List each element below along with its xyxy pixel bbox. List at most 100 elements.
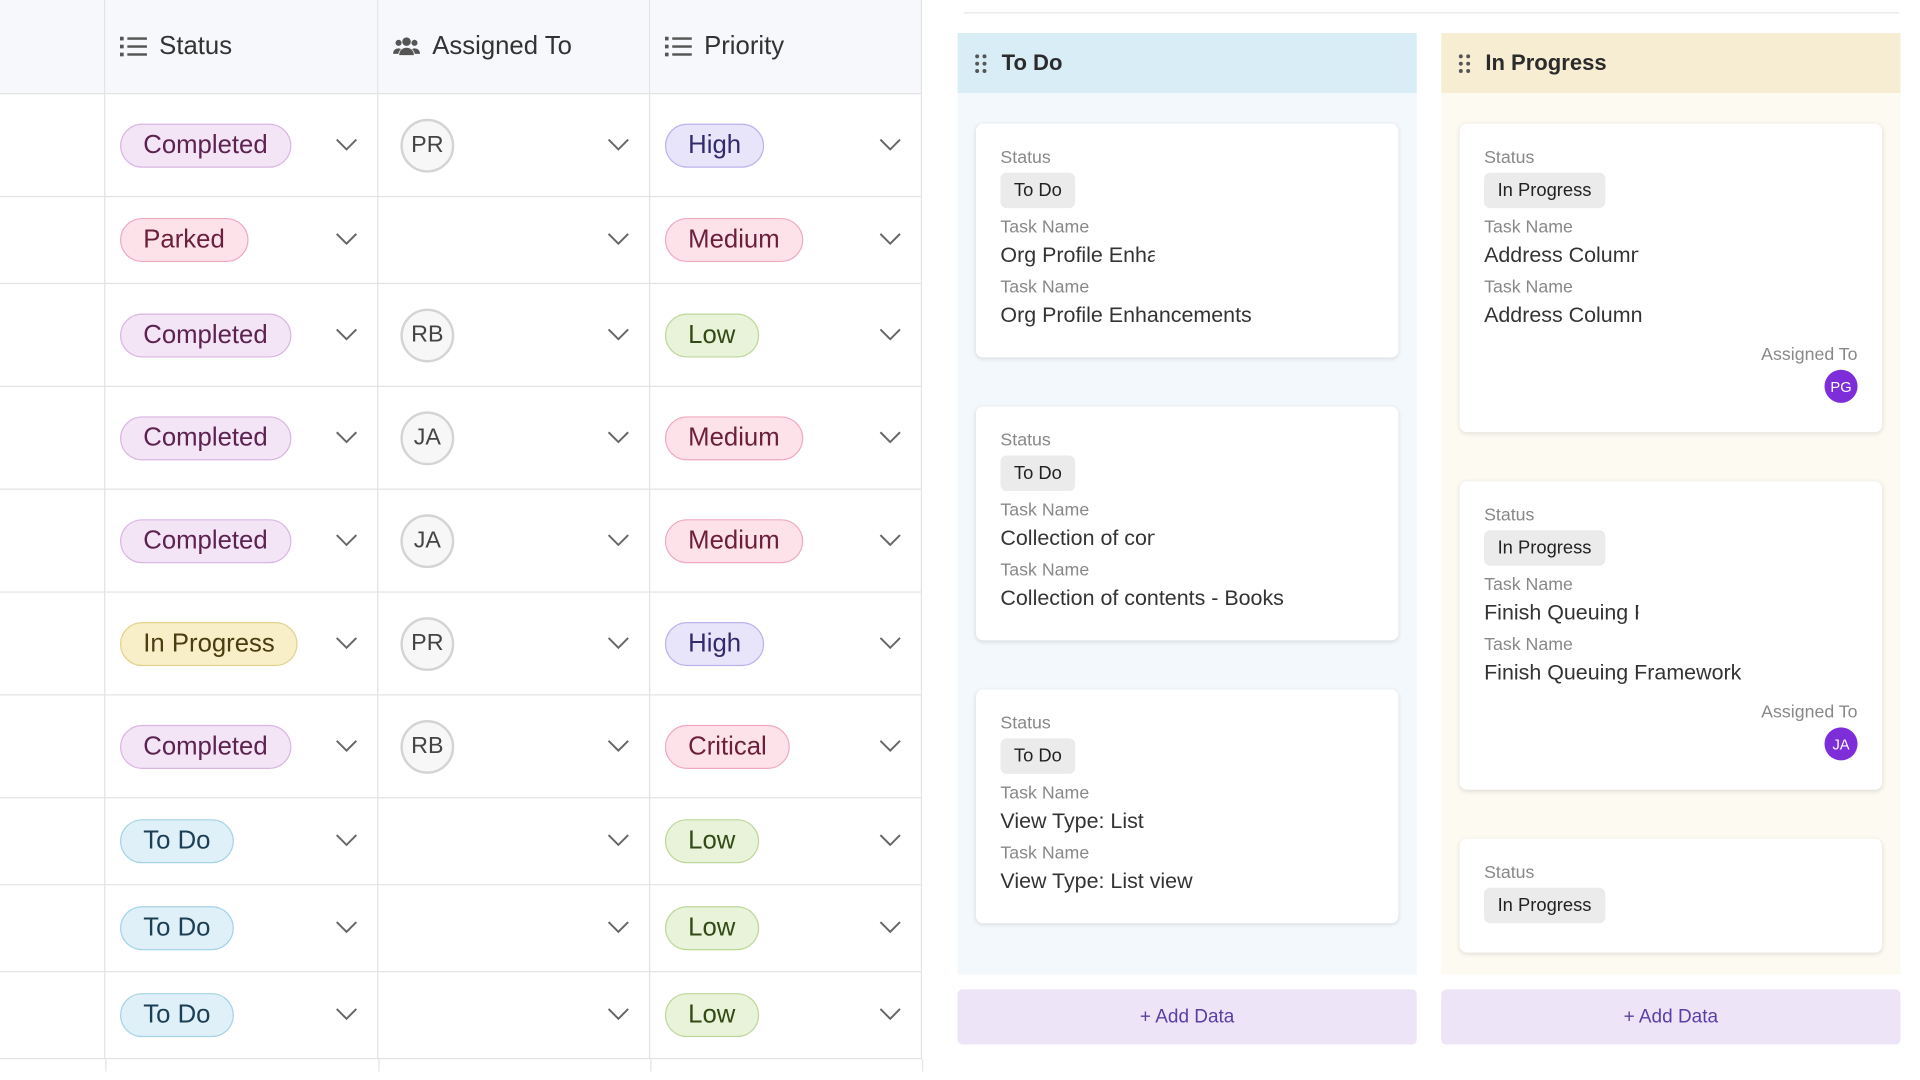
tag-pill: Completed bbox=[120, 123, 291, 168]
dropdown-chevron[interactable] bbox=[607, 134, 629, 156]
dropdown-chevron[interactable] bbox=[879, 917, 901, 939]
tag-pill: Medium bbox=[664, 518, 803, 563]
dropdown-chevron[interactable] bbox=[336, 735, 358, 757]
dropdown-chevron[interactable] bbox=[879, 830, 901, 852]
dropdown-chevron[interactable] bbox=[336, 134, 358, 156]
dropdown-chevron[interactable] bbox=[336, 324, 358, 346]
dropdown-chevron[interactable] bbox=[879, 1004, 901, 1026]
task-card[interactable]: Status In Progress bbox=[1459, 838, 1883, 953]
dropdown-chevron[interactable] bbox=[336, 1004, 358, 1026]
table-cell[interactable]: PR bbox=[378, 592, 651, 696]
dropdown-chevron[interactable] bbox=[879, 735, 901, 757]
dropdown-chevron[interactable] bbox=[336, 427, 358, 449]
table-cell bbox=[0, 972, 106, 1060]
field-value: View Type: List view bbox=[1000, 868, 1193, 893]
table-cell[interactable]: In Progress bbox=[105, 592, 379, 696]
table-cell[interactable]: Low bbox=[650, 972, 923, 1060]
table-cell[interactable]: Critical bbox=[650, 695, 923, 799]
dropdown-chevron[interactable] bbox=[879, 134, 901, 156]
table-cell[interactable]: To Do bbox=[105, 798, 379, 886]
field-value: Org Profile Enhancements bbox=[1000, 242, 1154, 267]
status-wrap: In Progress bbox=[1484, 883, 1857, 924]
table-cell bbox=[0, 798, 106, 886]
table-cell[interactable]: Medium bbox=[650, 489, 923, 593]
dropdown-chevron[interactable] bbox=[336, 229, 358, 251]
dropdown-chevron[interactable] bbox=[336, 632, 358, 654]
table-cell[interactable] bbox=[378, 798, 651, 886]
status-pill: To Do bbox=[1000, 455, 1076, 492]
table-cell[interactable]: High bbox=[650, 94, 923, 198]
table-cell[interactable]: To Do bbox=[105, 972, 379, 1060]
table-cell[interactable]: Medium bbox=[650, 197, 923, 285]
header-icon bbox=[393, 37, 421, 56]
avatar: PR bbox=[400, 118, 455, 173]
task-card[interactable]: Status To Do Task Name View Type: List Task … bbox=[975, 689, 1399, 924]
dropdown-chevron[interactable] bbox=[607, 735, 629, 757]
table-cell[interactable]: RB bbox=[378, 695, 651, 799]
table-cell[interactable]: JA bbox=[378, 489, 651, 593]
dropdown-chevron[interactable] bbox=[607, 917, 629, 939]
column-header: To Do bbox=[957, 33, 1417, 94]
assigned: Assigned To JA bbox=[1484, 703, 1858, 761]
dropdown-chevron[interactable] bbox=[607, 830, 629, 852]
table-cell[interactable] bbox=[378, 885, 651, 973]
dropdown-chevron[interactable] bbox=[336, 530, 358, 552]
dropdown-chevron[interactable] bbox=[879, 324, 901, 346]
dropdown-chevron[interactable] bbox=[879, 530, 901, 552]
task-card[interactable]: Status To Do Task Name Collection of conten… bbox=[975, 406, 1399, 641]
table-cell[interactable] bbox=[378, 972, 651, 1060]
column-title: To Do bbox=[1001, 50, 1063, 75]
column-header: Priority bbox=[650, 0, 923, 95]
table-cell[interactable]: Parked bbox=[105, 197, 379, 285]
table-cell[interactable]: Completed bbox=[105, 386, 379, 490]
table-cell[interactable]: Completed bbox=[105, 695, 379, 799]
field-label: Task Name bbox=[1484, 217, 1573, 238]
field-value: Address Column bbox=[1484, 302, 1643, 327]
table-cell[interactable] bbox=[378, 197, 651, 285]
dropdown-chevron[interactable] bbox=[879, 229, 901, 251]
dropdown-chevron[interactable] bbox=[336, 830, 358, 852]
table-cell[interactable]: Medium bbox=[650, 386, 923, 490]
tag-pill: Completed bbox=[120, 724, 291, 769]
column-header: Status bbox=[105, 0, 379, 95]
table-cell[interactable]: JA bbox=[378, 386, 651, 490]
dropdown-chevron[interactable] bbox=[607, 324, 629, 346]
add-data-button[interactable]: + Add Data bbox=[957, 989, 1417, 1045]
dropdown-chevron[interactable] bbox=[879, 632, 901, 654]
table-cell[interactable]: Completed bbox=[105, 489, 379, 593]
drag-handle[interactable] bbox=[975, 53, 987, 73]
drag-handle[interactable] bbox=[1458, 53, 1471, 73]
field-label: Status bbox=[1484, 148, 1535, 168]
field-label: Task Name bbox=[1000, 560, 1090, 581]
table-cell[interactable]: Low bbox=[650, 885, 923, 973]
dropdown-chevron[interactable] bbox=[607, 427, 629, 449]
task-card[interactable]: Status In Progress Task Name Finish Queuing… bbox=[1459, 481, 1883, 790]
table-cell bbox=[0, 489, 106, 593]
dropdown-chevron[interactable] bbox=[607, 1004, 629, 1026]
dropdown-chevron[interactable] bbox=[607, 530, 629, 552]
tag-pill: To Do bbox=[120, 906, 234, 951]
table-cell[interactable]: Completed bbox=[105, 94, 379, 198]
field-label: Task Name bbox=[1000, 217, 1090, 238]
dropdown-chevron[interactable] bbox=[336, 917, 358, 939]
table-cell[interactable]: High bbox=[650, 592, 923, 696]
task-card[interactable]: Status To Do Task Name Org Profile Enhancem… bbox=[975, 123, 1399, 358]
table-cell[interactable]: To Do bbox=[105, 885, 379, 973]
avatar: JA bbox=[400, 410, 455, 465]
table-cell[interactable]: Low bbox=[650, 798, 923, 886]
field-label: Task Name bbox=[1484, 635, 1573, 656]
field-label: Status bbox=[1000, 431, 1051, 451]
column-title: In Progress bbox=[1485, 50, 1607, 75]
add-data-button[interactable]: + Add Data bbox=[1441, 989, 1901, 1045]
table-cell[interactable]: Low bbox=[650, 284, 923, 387]
table-cell[interactable]: PR bbox=[378, 94, 651, 198]
table-cell bbox=[0, 885, 106, 973]
dropdown-chevron[interactable] bbox=[607, 229, 629, 251]
table-cell[interactable]: Completed bbox=[105, 284, 379, 387]
task-card[interactable]: Status In Progress Task Name Address Column… bbox=[1459, 123, 1883, 433]
dropdown-chevron[interactable] bbox=[607, 632, 629, 654]
dropdown-chevron[interactable] bbox=[879, 427, 901, 449]
tag-pill: Low bbox=[664, 312, 759, 357]
table-cell[interactable]: RB bbox=[378, 284, 651, 387]
